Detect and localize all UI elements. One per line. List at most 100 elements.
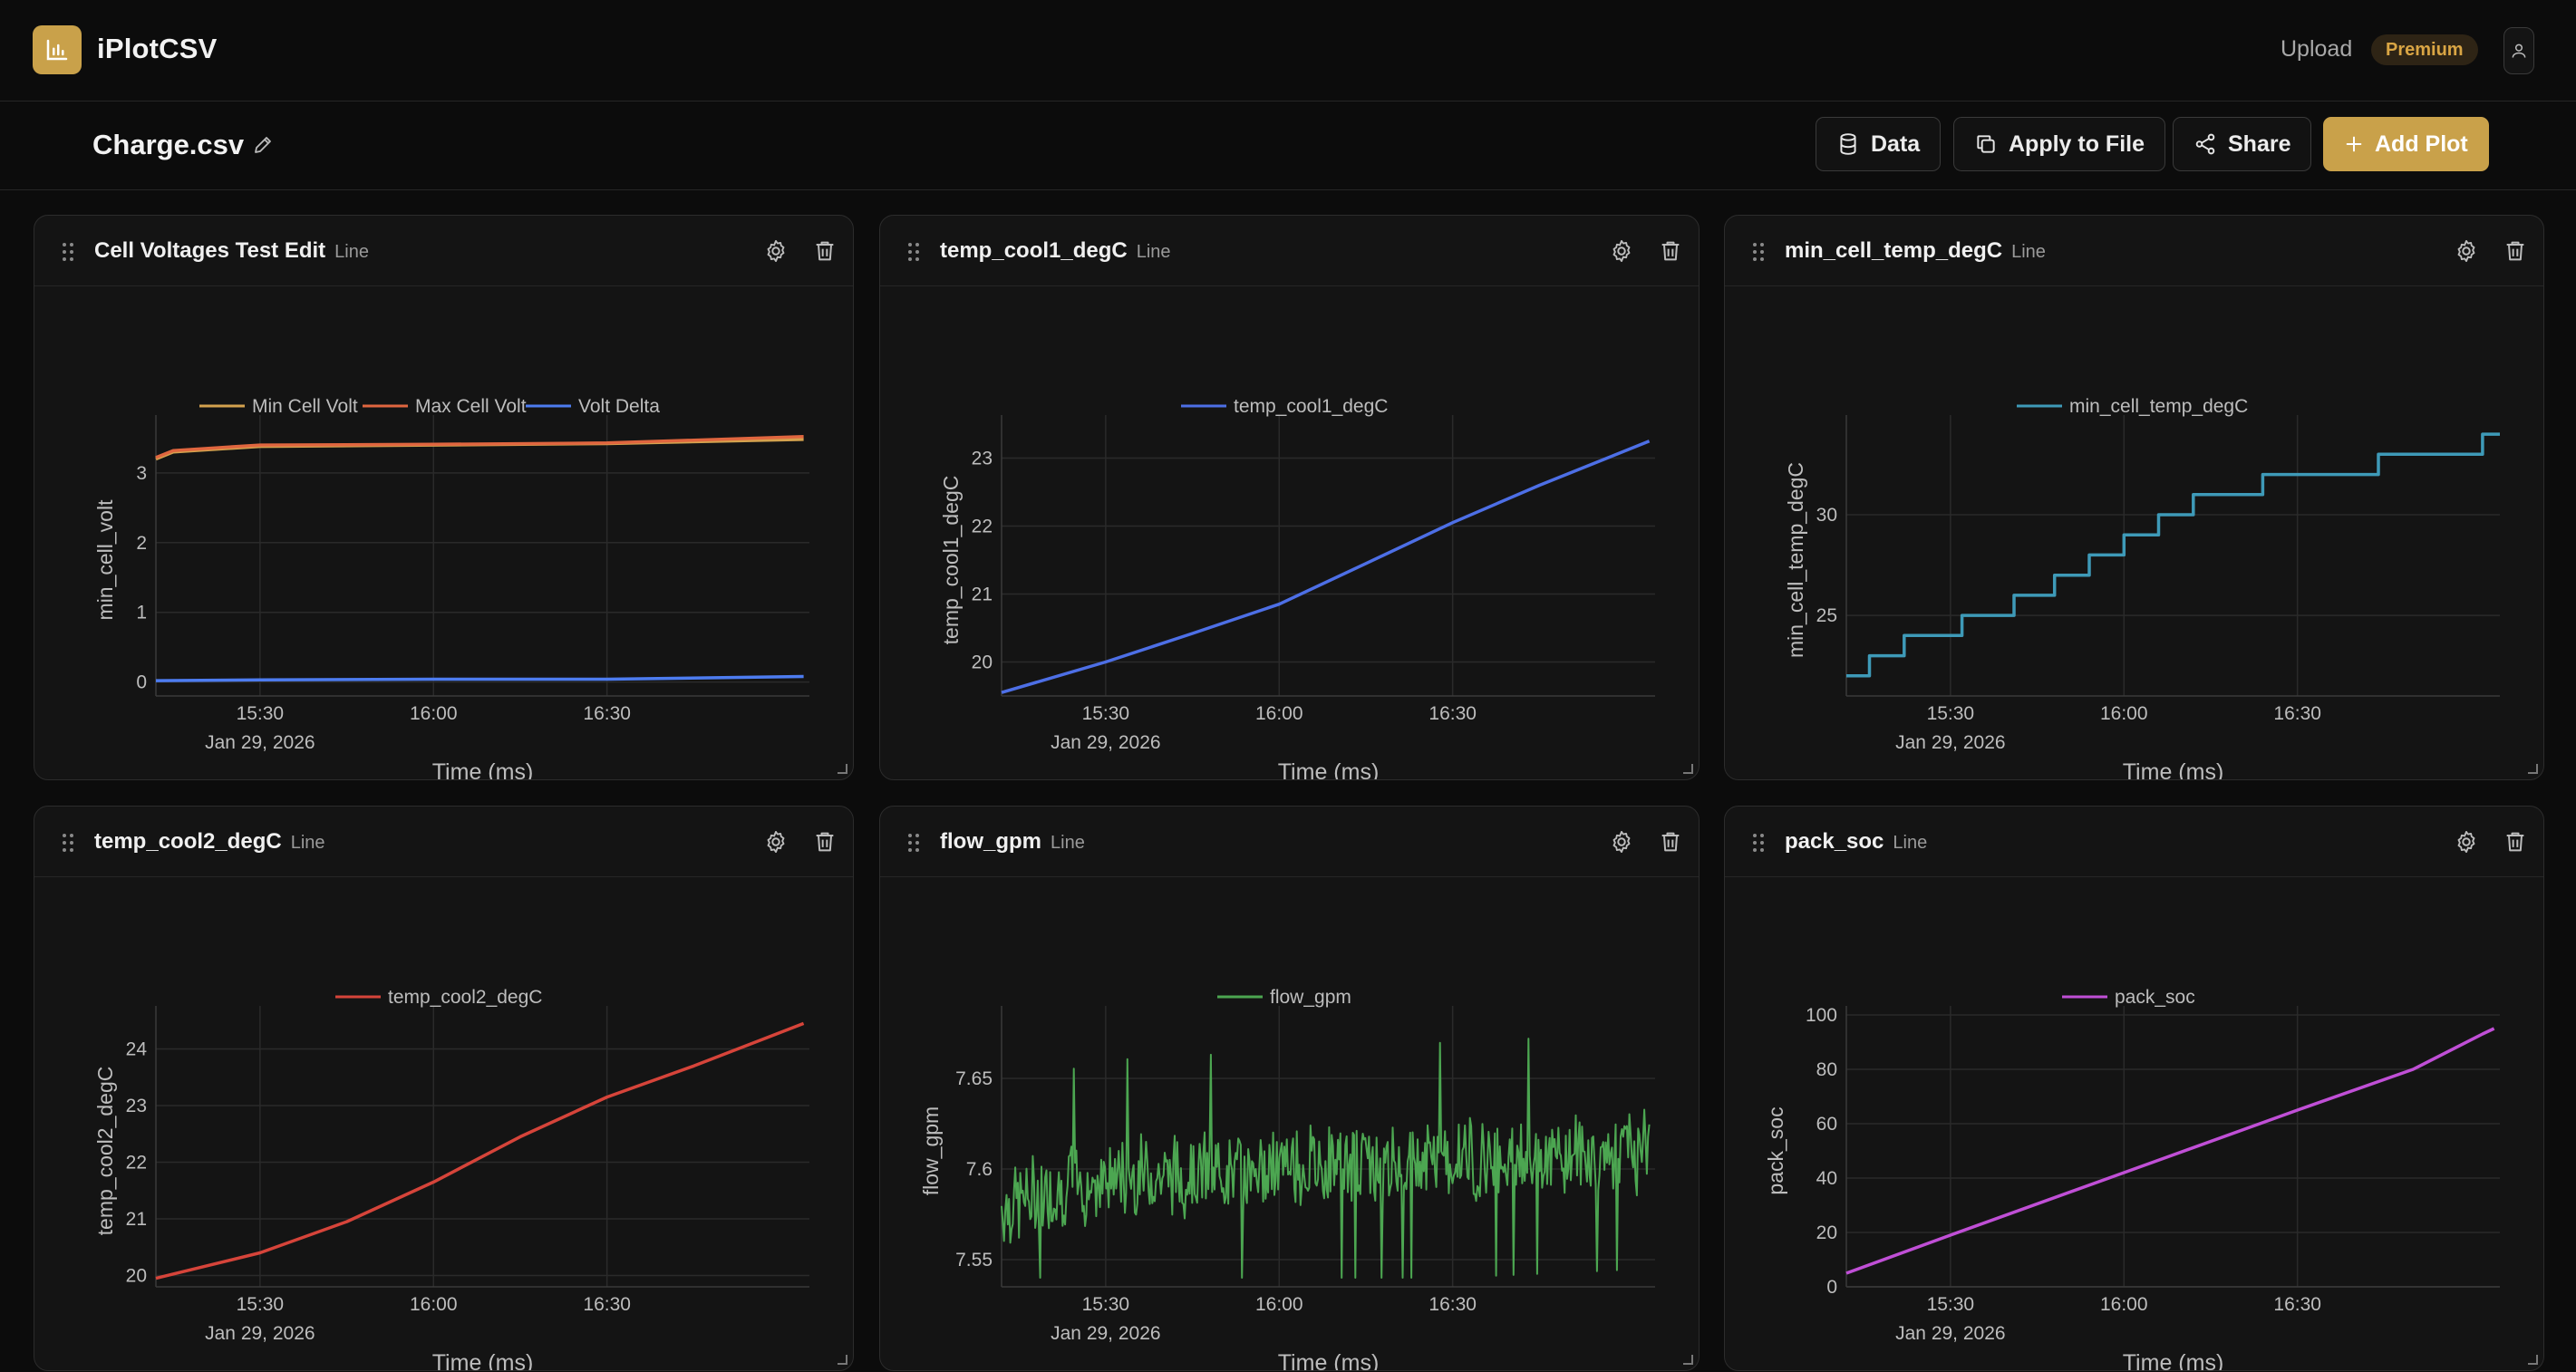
y-tick-label: 21 (972, 585, 993, 605)
x-date-label: Jan 29, 2026 (205, 1323, 315, 1344)
plot-panel: Cell Voltages Test Edit Line 15:30 16:00 16… (34, 215, 854, 780)
resize-handle-icon[interactable] (1682, 1354, 1693, 1365)
plot-type-label: Line (1136, 242, 1171, 262)
resize-handle-icon[interactable] (2527, 763, 2538, 774)
legend-label[interactable]: Max Cell Volt (415, 396, 527, 417)
plot-type-label: Line (2011, 242, 2046, 262)
chart-legend: temp_cool2_degC (335, 987, 542, 1008)
y-tick-label: 7.65 (955, 1068, 993, 1089)
top-bar: iPlotCSV Upload Premium (0, 0, 2576, 101)
gear-icon[interactable] (763, 829, 789, 855)
chart[interactable]: 15:30 16:00 16:30 0 1 2 3 Jan 29, 2026 Time (ms)… (34, 286, 854, 780)
resize-handle-icon[interactable] (837, 763, 847, 774)
drag-handle-icon[interactable] (1752, 833, 1765, 853)
plot-panel-header: min_cell_temp_degC Line (1725, 216, 2543, 286)
gear-icon[interactable] (1609, 829, 1634, 855)
trash-icon[interactable] (1658, 238, 1683, 264)
x-tick-label: 16:00 (1255, 1294, 1303, 1315)
chart[interactable]: 15:30 16:00 16:30 20 21 22 23 24 Jan 29, 2026 Tim… (34, 877, 854, 1371)
plot-title[interactable]: temp_cool2_degC Line (94, 829, 325, 855)
plot-title[interactable]: temp_cool1_degC Line (940, 238, 1171, 264)
series-line[interactable] (155, 435, 804, 459)
series-line[interactable] (155, 1021, 805, 1280)
resize-handle-icon[interactable] (1682, 763, 1693, 774)
resize-handle-icon[interactable] (2527, 1354, 2538, 1365)
plot-title-text: flow_gpm (940, 829, 1041, 854)
series-line[interactable] (1845, 1027, 2495, 1275)
chart[interactable]: 15:30 16:00 16:30 25 30 Jan 29, 2026 Time (ms)… (1725, 286, 2544, 780)
trash-icon[interactable] (812, 829, 838, 855)
copy-icon (1977, 135, 1995, 153)
pencil-icon[interactable] (252, 134, 274, 156)
apply-to-file-button[interactable]: Apply to File (1953, 117, 2165, 171)
x-date-label: Jan 29, 2026 (205, 732, 315, 753)
x-axis-title: Time (ms) (2123, 759, 2224, 780)
y-axis-title: temp_cool2_degC (93, 1067, 117, 1236)
legend-label[interactable]: temp_cool1_degC (1234, 396, 1388, 417)
resize-handle-icon[interactable] (837, 1354, 847, 1365)
drag-handle-icon[interactable] (62, 242, 74, 262)
legend-label[interactable]: flow_gpm (1270, 987, 1351, 1008)
y-tick-label: 20 (126, 1266, 147, 1287)
legend-label[interactable]: Volt Delta (578, 396, 660, 417)
drag-handle-icon[interactable] (907, 833, 920, 853)
plot-panel-header: pack_soc Line (1725, 807, 2543, 877)
legend-label[interactable]: Min Cell Volt (252, 396, 358, 417)
trash-icon[interactable] (1658, 829, 1683, 855)
trash-icon[interactable] (812, 238, 838, 264)
plot-title[interactable]: pack_soc Line (1785, 829, 1927, 855)
add-plot-button[interactable]: Add Plot (2323, 117, 2489, 171)
user-menu-button[interactable] (2503, 27, 2534, 74)
series-line[interactable] (1846, 432, 2500, 678)
plot-panel: flow_gpm Line 15:30 16:00 16:30 7.55 7.6 7.65 J… (879, 806, 1700, 1371)
y-tick-label: 22 (972, 517, 993, 537)
x-tick-label: 15:30 (1082, 1294, 1130, 1315)
x-tick-label: 15:30 (1927, 703, 1975, 724)
x-date-label: Jan 29, 2026 (1895, 732, 2005, 753)
legend-label[interactable]: temp_cool2_degC (388, 987, 542, 1008)
plus-icon (2346, 136, 2362, 152)
legend-label[interactable]: pack_soc (2115, 987, 2195, 1008)
chart-legend: flow_gpm (1217, 987, 1351, 1008)
user-icon (2512, 43, 2526, 58)
drag-handle-icon[interactable] (907, 242, 920, 262)
chart[interactable]: 15:30 16:00 16:30 20 21 22 23 Jan 29, 2026 Time … (880, 286, 1700, 780)
app-logo[interactable] (33, 25, 82, 74)
chart[interactable]: 15:30 16:00 16:30 0 20 40 60 80 100 Jan 29, 2026 T… (1725, 877, 2544, 1371)
gear-icon[interactable] (1609, 238, 1634, 264)
y-tick-label: 7.6 (966, 1159, 993, 1180)
series-line[interactable] (1001, 1038, 1651, 1279)
series-line[interactable] (1001, 440, 1651, 694)
plot-title[interactable]: min_cell_temp_degC Line (1785, 238, 2046, 264)
y-tick-label: 20 (1816, 1222, 1837, 1243)
y-tick-label: 0 (136, 672, 147, 693)
x-date-label: Jan 29, 2026 (1051, 1323, 1160, 1344)
gear-icon[interactable] (2454, 238, 2479, 264)
series-line[interactable] (155, 674, 804, 682)
trash-icon[interactable] (2503, 238, 2528, 264)
data-button[interactable]: Data (1816, 117, 1942, 171)
x-date-label: Jan 29, 2026 (1051, 732, 1160, 753)
plot-panel-header: flow_gpm Line (880, 807, 1699, 877)
x-tick-label: 16:30 (1428, 1294, 1477, 1315)
plot-title-text: min_cell_temp_degC (1785, 238, 2003, 263)
drag-handle-icon[interactable] (62, 833, 74, 853)
share-button[interactable]: Share (2173, 117, 2312, 171)
gear-icon[interactable] (763, 238, 789, 264)
chart[interactable]: 15:30 16:00 16:30 7.55 7.6 7.65 Jan 29, 2026 Ti… (880, 877, 1700, 1371)
plot-title-text: Cell Voltages Test Edit (94, 238, 326, 263)
y-tick-label: 100 (1806, 1005, 1837, 1026)
series-line[interactable] (155, 438, 804, 461)
premium-badge[interactable]: Premium (2371, 34, 2478, 65)
trash-icon[interactable] (2503, 829, 2528, 855)
gear-icon[interactable] (2454, 829, 2479, 855)
y-axis-title: temp_cool1_degC (939, 476, 963, 645)
upload-link[interactable]: Upload (2281, 36, 2353, 62)
drag-handle-icon[interactable] (1752, 242, 1765, 262)
plot-title[interactable]: Cell Voltages Test Edit Line (94, 238, 369, 264)
legend-label[interactable]: min_cell_temp_degC (2069, 396, 2248, 417)
y-tick-label: 20 (972, 652, 993, 673)
x-tick-label: 16:30 (583, 703, 631, 724)
chart-legend: pack_soc (2062, 987, 2195, 1008)
plot-title[interactable]: flow_gpm Line (940, 829, 1085, 855)
